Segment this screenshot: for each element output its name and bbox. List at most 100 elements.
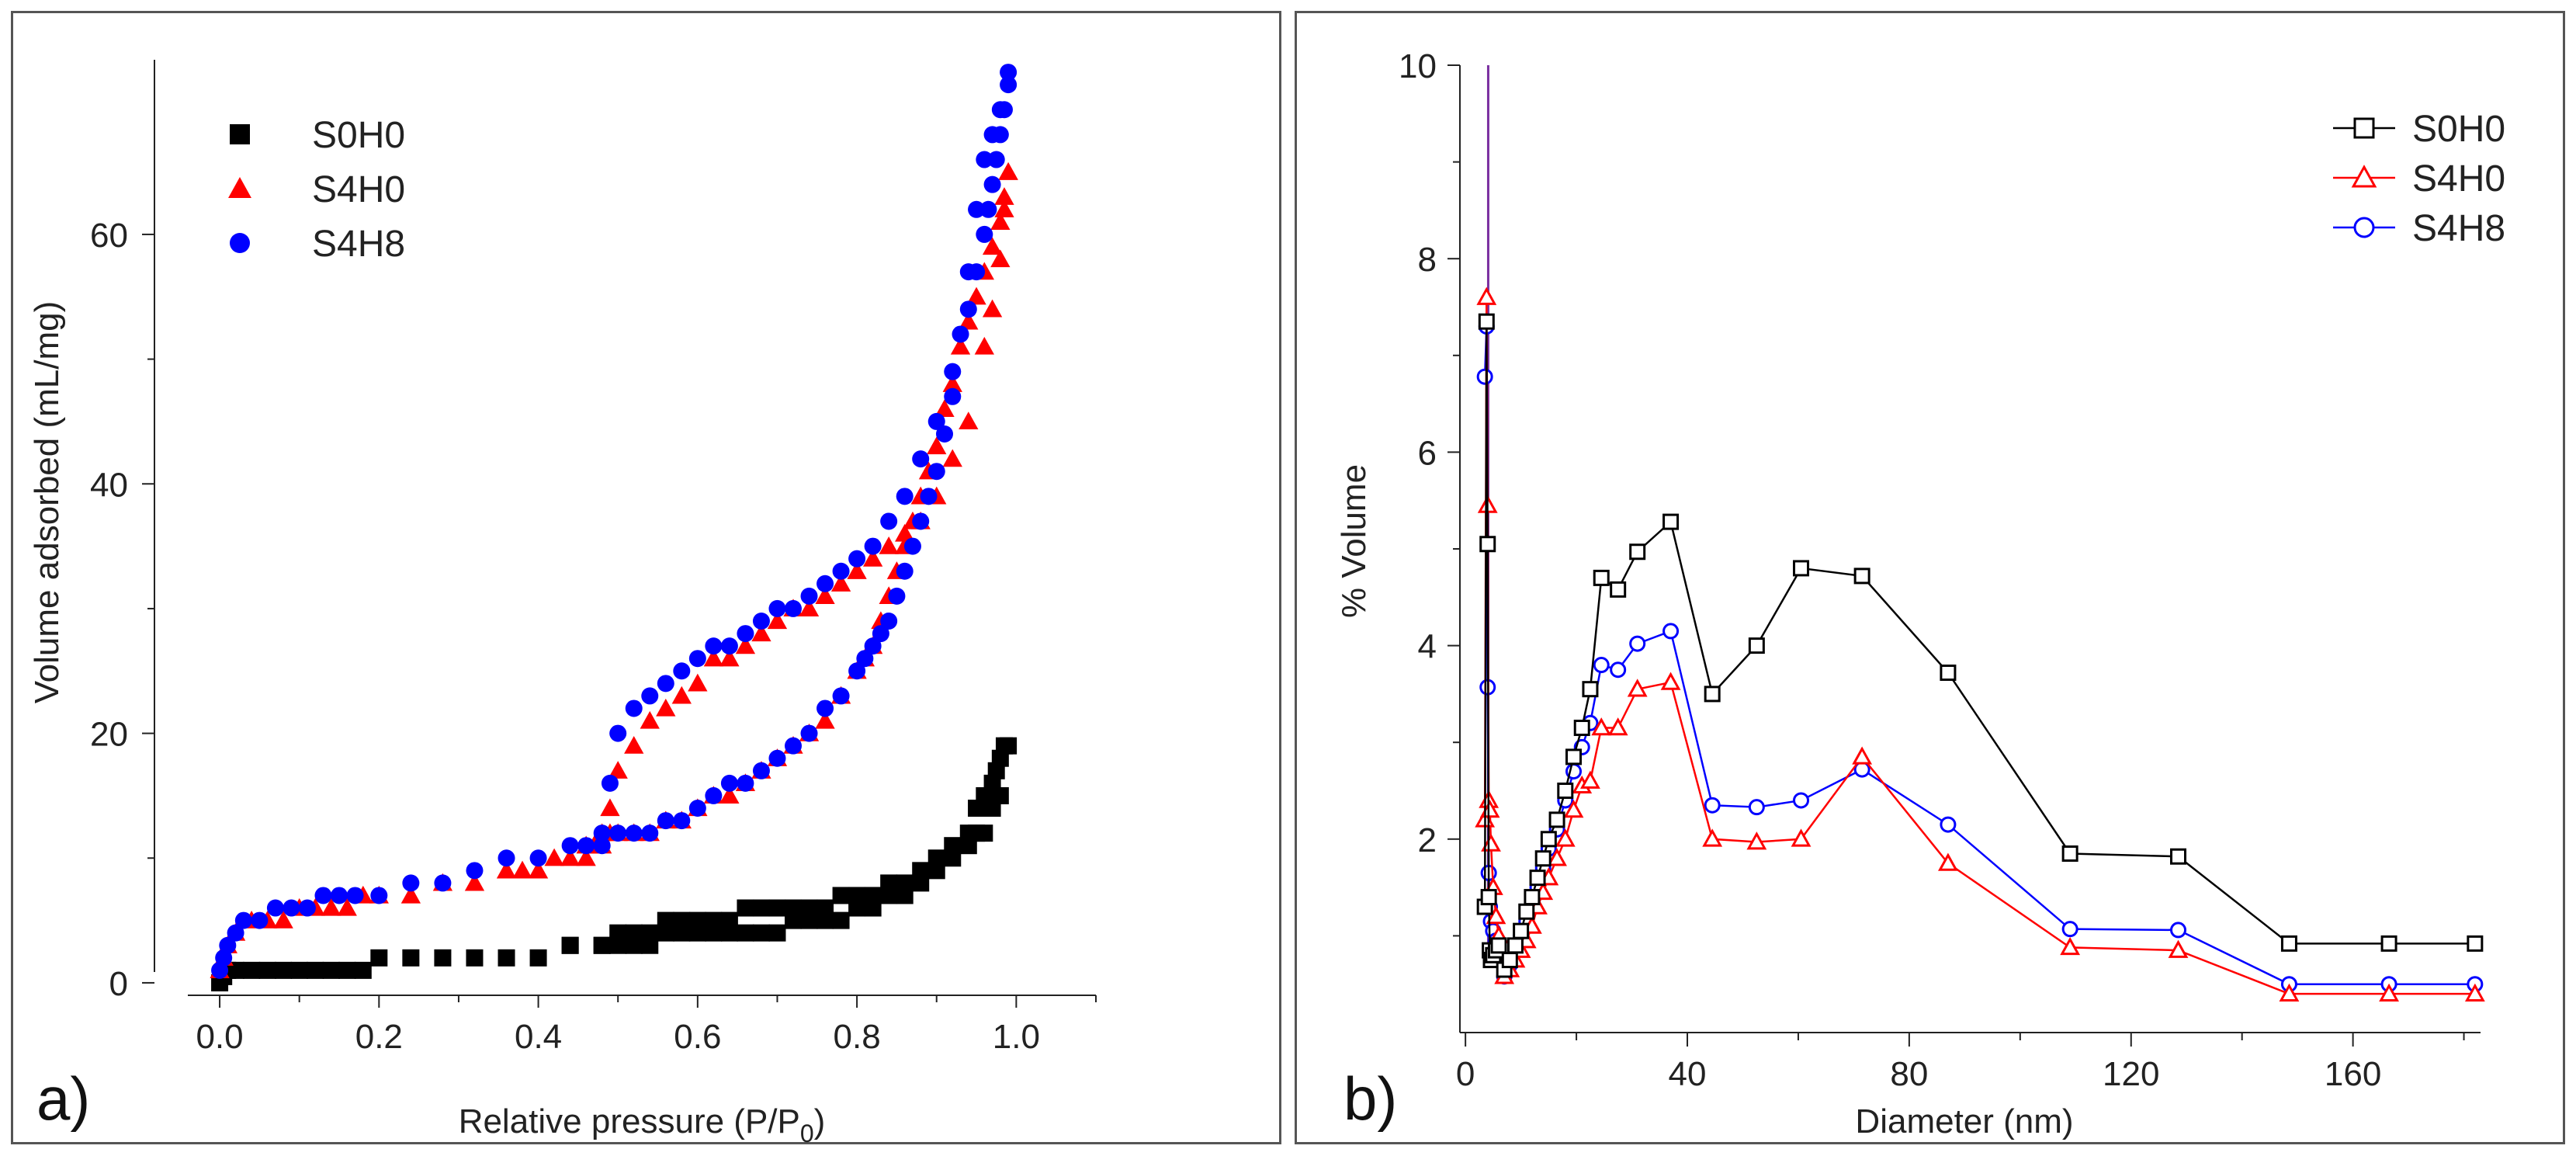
legend-label: S4H8 [312, 224, 405, 265]
legend-label: S0H0 [312, 115, 405, 156]
x-tick-label: 40 [1669, 1055, 1707, 1093]
data-point [752, 762, 770, 779]
data-point [600, 798, 620, 817]
data-point [864, 899, 882, 917]
series-S0H0 [1476, 313, 2484, 978]
data-point [656, 698, 676, 717]
data-point [625, 936, 643, 954]
x-tick-label: 0.6 [674, 1018, 721, 1056]
data-point [719, 786, 740, 804]
data-point [1627, 679, 1648, 697]
y-axis-title: % Volume [1335, 464, 1373, 618]
data-point [816, 575, 834, 592]
data-point [800, 911, 818, 929]
panel-a-adsorption-isotherm: 0.0 0.2 0.4 0.6 0.8 1.0 0 20 40 60 Relative pressu… [11, 11, 1281, 1147]
data-point [338, 961, 356, 979]
data-point [609, 936, 627, 954]
data-point [624, 736, 644, 754]
data-point [434, 949, 452, 967]
data-point [496, 860, 517, 879]
data-point [888, 587, 906, 605]
data-point [768, 749, 786, 767]
data-point [896, 562, 914, 580]
data-point [815, 710, 835, 729]
y-tick-label: 40 [90, 466, 128, 504]
data-point [2061, 921, 2078, 938]
data-point [673, 924, 691, 942]
data-point [402, 874, 420, 892]
legend-marker [2353, 117, 2375, 139]
data-point [2170, 922, 2187, 939]
data-point [466, 862, 484, 880]
data-point [816, 700, 834, 717]
legend-label: S4H8 [2412, 208, 2505, 249]
data-point [1476, 286, 1497, 305]
data-point [785, 599, 802, 617]
data-point [768, 599, 786, 617]
data-point [529, 949, 547, 967]
data-point [800, 587, 818, 605]
data-point [720, 637, 738, 655]
data-point [830, 574, 851, 592]
legend-label: S4H0 [312, 169, 405, 210]
data-point [402, 949, 420, 967]
data-point [1593, 569, 1610, 586]
data-point [625, 824, 643, 842]
data-point [768, 924, 786, 942]
data-point [879, 536, 899, 554]
data-point [994, 200, 1014, 217]
data-point [968, 200, 986, 218]
data-point [1853, 568, 1870, 585]
data-point [703, 648, 724, 667]
data-point [934, 399, 955, 417]
data-point [959, 411, 979, 430]
data-point [673, 662, 691, 680]
data-point [832, 887, 850, 904]
data-point [657, 812, 674, 830]
legend-marker [2353, 217, 2375, 238]
data-point [737, 774, 754, 792]
data-point [737, 924, 754, 942]
x-tick-label: 80 [1890, 1055, 1928, 1093]
data-point [258, 961, 276, 979]
data-point [219, 936, 237, 954]
data-point [601, 774, 619, 792]
data-point [227, 924, 244, 942]
data-point [2060, 936, 2081, 956]
data-point [671, 686, 692, 704]
data-point [848, 550, 866, 568]
data-point [832, 687, 850, 705]
data-point [974, 336, 994, 355]
data-point [1481, 833, 1501, 852]
data-point [608, 761, 628, 779]
data-point [512, 860, 532, 879]
data-point [920, 488, 938, 505]
data-point [987, 151, 1005, 168]
data-point [593, 824, 611, 842]
data-point [529, 849, 547, 867]
data-point [1593, 657, 1610, 674]
series-S4H8 [211, 64, 1018, 979]
data-point [466, 949, 484, 967]
x-axis-title: Diameter (nm) [1855, 1102, 2073, 1140]
x-tick-label: 0.8 [834, 1018, 881, 1056]
data-point [983, 175, 1001, 193]
data-point [880, 887, 898, 904]
data-point [688, 650, 706, 668]
data-point [528, 860, 549, 879]
data-point [927, 436, 947, 455]
panel-b-pore-size-distribution: 0 40 80 120 160 2 4 6 8 10 Diameter (nm) % Volume b)… [1295, 11, 2565, 1144]
data-point [952, 325, 969, 343]
data-point [1746, 831, 1767, 850]
data-point [912, 450, 930, 468]
data-point [1548, 811, 1565, 828]
data-point [990, 212, 1011, 230]
data-point [832, 562, 850, 580]
data-point [322, 961, 340, 979]
legend-marker [230, 124, 250, 144]
data-point [896, 887, 914, 904]
data-point [847, 561, 867, 579]
data-point [752, 613, 770, 630]
data-point [593, 837, 611, 855]
data-point [2279, 983, 2300, 1002]
